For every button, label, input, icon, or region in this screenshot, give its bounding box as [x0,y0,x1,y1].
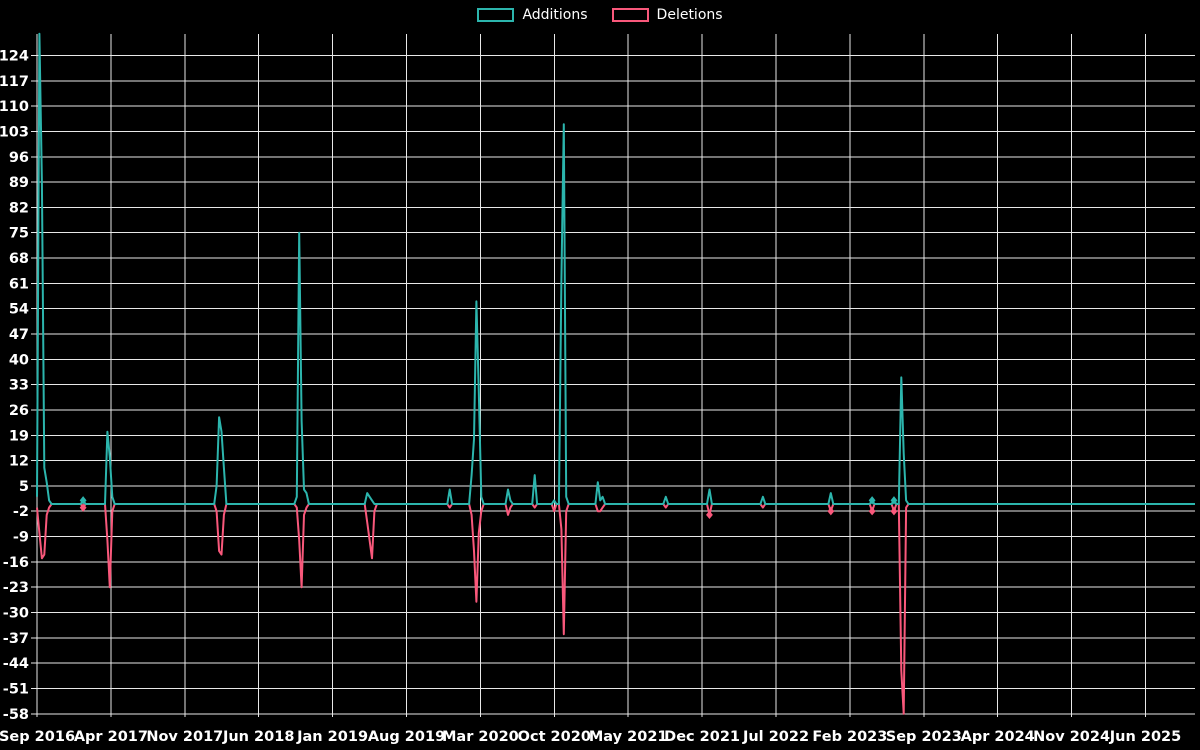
y-axis-tick-label: -51 [3,681,29,697]
y-axis-tick-label: 47 [9,327,29,343]
y-axis-tick-label: 54 [9,302,29,318]
chart-legend: Additions Deletions [0,6,1200,24]
x-axis-tick-label: Jul 2022 [742,729,809,745]
deletions-legend-swatch [611,8,649,22]
x-axis-tick-label: Apr 2017 [74,729,148,745]
y-axis-tick-label: -58 [3,707,29,723]
y-axis-tick-label: 117 [0,74,29,90]
x-axis-tick-label: Nov 2017 [146,729,223,745]
x-axis-tick-label: Sep 2016 [0,729,75,745]
y-axis-tick-label: 26 [9,403,29,419]
y-axis-tick-label: -2 [13,504,29,520]
x-axis-tick-label: Feb 2023 [812,729,887,745]
x-axis-tick-label: May 2021 [589,729,668,745]
x-axis-tick-label: Jun 2018 [222,729,294,745]
y-axis-tick-label: -30 [3,606,29,622]
deletions-legend-label: Deletions [656,7,723,23]
additions-point-marker [890,496,898,505]
y-axis-tick-label: 89 [9,175,29,191]
y-axis-tick-label: -44 [3,656,29,672]
y-axis-tick-label: 82 [9,200,29,216]
x-axis-tick-label: Oct 2020 [518,729,591,745]
y-axis-tick-label: 110 [0,99,29,115]
y-axis-tick-label: -37 [3,631,29,647]
y-axis-tick-label: 40 [9,352,29,368]
deletions-point-marker [890,507,898,516]
additions-legend-label: Additions [522,7,588,23]
y-axis-tick-label: 75 [9,226,29,242]
legend-item-additions[interactable]: Additions [477,6,588,24]
x-axis-tick-label: Mar 2020 [442,729,519,745]
y-axis-tick-label: 33 [9,378,29,394]
y-axis-tick-label: 124 [0,48,29,64]
x-axis-tick-label: Nov 2024 [1033,729,1110,745]
legend-item-deletions[interactable]: Deletions [611,6,723,24]
x-axis-tick-label: Apr 2024 [961,729,1035,745]
deletions-point-marker [868,507,876,516]
x-axis-tick-label: Sep 2023 [886,729,962,745]
y-axis-tick-label: -16 [3,555,29,571]
y-axis-tick-label: 68 [9,251,29,267]
additions-point-marker [868,496,876,505]
additions-line [36,32,1195,505]
additions-point-marker [79,496,87,505]
deletions-line [36,503,1195,715]
y-axis-tick-label: 19 [9,428,29,444]
y-axis-tick-label: 103 [0,124,29,140]
x-axis-tick-label: Dec 2021 [664,729,740,745]
y-axis-tick-label: -23 [3,580,29,596]
x-axis-tick-label: Jan 2019 [296,729,368,745]
deletions-point-marker [79,503,87,512]
x-axis-tick-label: Jun 2025 [1109,729,1181,745]
y-axis-tick-label: 12 [9,454,29,470]
y-axis-tick-label: 5 [19,479,29,495]
y-axis-tick-label: -9 [13,530,29,546]
y-axis-tick-label: 96 [9,150,29,166]
deletions-point-marker [827,507,835,516]
additions-legend-swatch [477,8,515,22]
x-axis-tick-label: Aug 2019 [368,729,445,745]
y-axis-tick-label: 61 [9,276,29,292]
deletions-point-marker [706,510,713,520]
